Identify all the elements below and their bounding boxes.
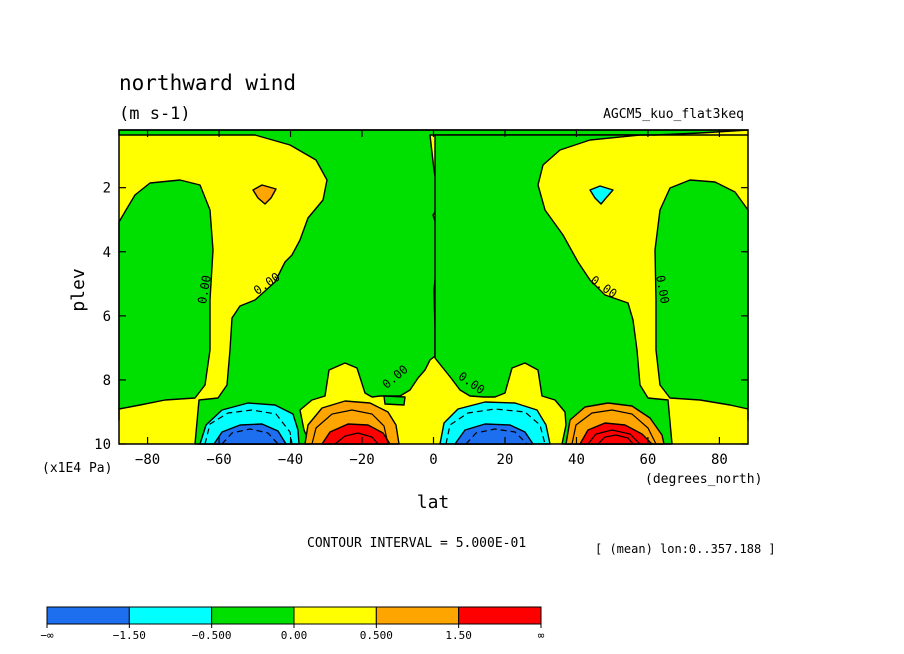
chart-units: (m s-1) <box>119 104 191 124</box>
x-tick-label: 60 <box>640 452 657 468</box>
colorbar-label: 0.500 <box>360 629 393 642</box>
x-tick-label: −80 <box>135 452 160 468</box>
y-axis: 2 4 6 8 10 <box>94 181 748 453</box>
x-axis-title: lat <box>417 492 450 513</box>
contour-line-sh-neg-1 <box>204 409 293 445</box>
x-tick-label: 0 <box>429 452 437 468</box>
orange-blob-upper-sh <box>252 184 277 205</box>
green-strip-sh <box>383 395 406 406</box>
plot-area: 0.00 0.000.00 0.000.00 0.00 <box>118 129 749 445</box>
x-tick-label: 80 <box>711 452 728 468</box>
green-region-sh-polar <box>118 179 214 421</box>
green-region-nh-polar <box>654 179 749 421</box>
colorbar-label: ∞ <box>538 629 545 642</box>
mean-note: [ (mean) lon:0..357.188 ] <box>595 542 776 556</box>
contour-line-nh-pos-2 <box>587 429 641 445</box>
colorbar: −∞ −1.50 −0.500 0.00 0.500 1.50 ∞ <box>40 606 545 642</box>
chart-title: northward wind <box>119 71 296 95</box>
colorbar-swatch <box>211 606 295 625</box>
colorbar-label: −1.50 <box>113 629 146 642</box>
cyan-blob-upper-nh <box>589 185 614 205</box>
dataset-label: AGCM5_kuo_flat3keq <box>603 107 744 122</box>
contour-lines <box>204 408 657 445</box>
contour-label: 0.00 <box>653 274 672 305</box>
y-tick-label: 8 <box>103 373 111 389</box>
colorbar-label: −∞ <box>40 629 54 642</box>
contour-line-sh-pos-1 <box>311 409 389 445</box>
colorbar-swatch <box>375 606 460 625</box>
contour-interval-note: CONTOUR INTERVAL = 5.000E-01 <box>307 536 526 551</box>
contour-line-nh-pos-3 <box>597 434 634 445</box>
y-tick-label: 6 <box>103 309 111 325</box>
contour-label: 0.00 <box>195 274 214 305</box>
y-unit-label: (x1E4 Pa) <box>42 461 112 476</box>
y-tick-label: 10 <box>94 437 111 453</box>
y-tick-label: 4 <box>103 245 111 261</box>
x-tick-label: 20 <box>497 452 514 468</box>
contour-line-sh-pos-2 <box>334 432 379 445</box>
x-tick-label: −20 <box>349 452 374 468</box>
colorbar-label: −0.500 <box>192 629 232 642</box>
colorbar-swatch <box>293 606 377 625</box>
x-tick-label: −40 <box>278 452 303 468</box>
contour-line-sh-neg-2 <box>221 428 279 445</box>
y-axis-title: plev <box>68 268 89 311</box>
colorbar-label: 1.50 <box>445 629 472 642</box>
contour-line-nh-neg-2 <box>465 428 528 445</box>
x-axis: −80 −60 −40 −20 0 20 40 60 80 <box>135 130 728 468</box>
contour-fills <box>118 129 749 445</box>
y-tick-label: 2 <box>103 181 111 197</box>
x-tick-label: 40 <box>568 452 585 468</box>
colorbar-label: 0.00 <box>281 629 308 642</box>
colorbar-swatch <box>46 606 130 625</box>
colorbar-swatch <box>458 606 542 625</box>
colorbar-swatch <box>128 606 213 625</box>
contour-line-nh-pos-1 <box>571 409 657 445</box>
x-unit-label: (degrees_north) <box>645 472 762 487</box>
x-tick-label: −60 <box>206 452 231 468</box>
